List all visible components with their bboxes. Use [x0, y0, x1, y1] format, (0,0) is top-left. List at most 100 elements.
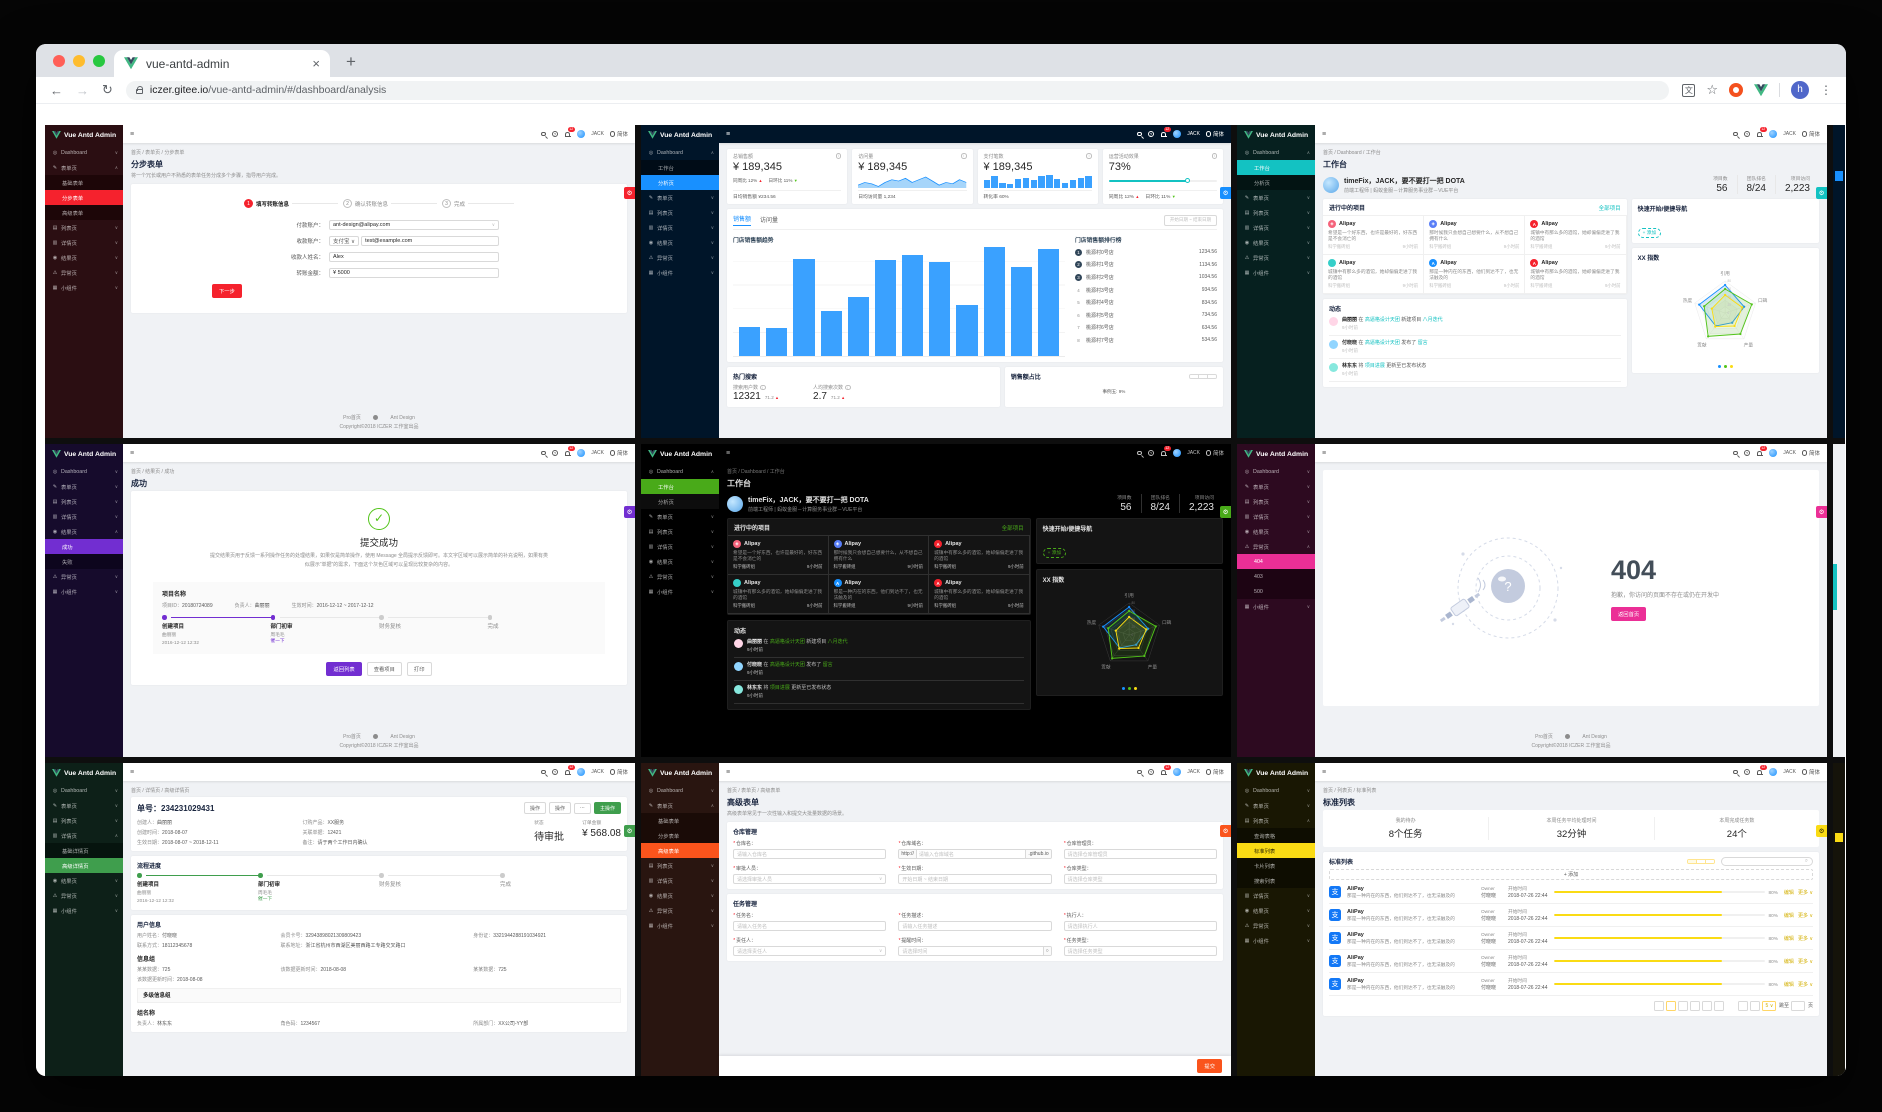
list-search-input[interactable]: ⌕: [1721, 857, 1813, 866]
all-projects-link[interactable]: 全部项目: [1598, 205, 1621, 212]
sidebar-item[interactable]: ▥ 详情页 ∨: [52, 513, 118, 521]
search-icon[interactable]: [1733, 131, 1738, 137]
sidebar-item[interactable]: 403: [1237, 569, 1315, 584]
sidebar-item[interactable]: ◉ 结果页 ∨: [52, 877, 118, 885]
sidebar-item[interactable]: ▤ 列表页 ∨: [1244, 209, 1310, 217]
page-button[interactable]: [1678, 1001, 1688, 1011]
search-icon[interactable]: [1137, 450, 1142, 456]
github-icon[interactable]: [1564, 733, 1571, 740]
sidebar-item[interactable]: ⚠ 异常页 ∨: [1244, 254, 1310, 262]
search-icon[interactable]: [1733, 450, 1738, 456]
bookmark-star-icon[interactable]: ☆: [1706, 82, 1718, 97]
sidebar-item[interactable]: ▦ 小组件 ∨: [1244, 937, 1310, 945]
sidebar-item[interactable]: ◎ Dashboard ∧: [648, 468, 714, 475]
sidebar-item[interactable]: ⚠ 异常页 ∨: [648, 254, 714, 262]
user-avatar[interactable]: [1769, 768, 1778, 776]
bell-icon[interactable]: 12: [1756, 765, 1767, 776]
user-avatar[interactable]: [577, 768, 586, 776]
edit-link[interactable]: 编辑: [1783, 912, 1794, 919]
sidebar-item[interactable]: ▥ 详情页 ∨: [52, 239, 118, 247]
info-icon[interactable]: i: [1086, 153, 1092, 159]
form-input[interactable]: 请选择审批人员 ∨: [733, 874, 887, 884]
traffic-lights[interactable]: [53, 55, 105, 67]
sidebar-item[interactable]: ◎ Dashboard ∨: [52, 149, 118, 156]
app-logo[interactable]: Vue Antd Admin: [1237, 444, 1315, 464]
breadcrumb[interactable]: 首页 / 表单页 / 分步表单: [131, 150, 185, 156]
help-icon[interactable]: ?: [1743, 449, 1751, 457]
next-step-button[interactable]: 下一步: [212, 284, 242, 298]
app-logo[interactable]: Vue Antd Admin: [641, 444, 719, 464]
theme-settings-button[interactable]: ⚙: [1816, 506, 1827, 518]
sidebar-item[interactable]: ▤ 列表页 ∨: [1244, 498, 1310, 506]
collapse-trigger-icon[interactable]: ≡: [1322, 130, 1327, 138]
bell-icon[interactable]: 12: [1756, 446, 1767, 457]
search-icon[interactable]: [541, 131, 546, 137]
form-input[interactable]: 请选择仓库类型: [1063, 874, 1217, 884]
sidebar-item[interactable]: ◉ 结果页 ∨: [1244, 528, 1310, 536]
bell-icon[interactable]: 12: [1160, 127, 1171, 138]
form-input[interactable]: ¥ 5000: [329, 268, 499, 278]
sidebar-item[interactable]: ◎ Dashboard ∧: [1244, 149, 1310, 156]
collapse-trigger-icon[interactable]: ≡: [130, 449, 135, 457]
zoom-window-button[interactable]: [93, 55, 105, 67]
sidebar-item[interactable]: ▤ 列表页 ∨: [52, 224, 118, 232]
help-icon[interactable]: ?: [551, 449, 559, 457]
help-icon[interactable]: ?: [551, 768, 559, 776]
help-icon[interactable]: ?: [1147, 130, 1155, 138]
breadcrumb[interactable]: 首页 / 列表页 / 标准列表: [1323, 788, 1377, 794]
search-icon[interactable]: [1137, 769, 1142, 775]
sidebar-item[interactable]: ▤ 列表页 ∨: [648, 862, 714, 870]
form-input[interactable]: 请选择仓库管理员: [1063, 849, 1217, 859]
language-switch[interactable]: 简体: [1801, 449, 1820, 457]
project-card[interactable]: ◈ Alipay 那时候我只会想自己想要什么，从不想自己拥有什么 科学搬砖组 9小时前: [828, 536, 930, 575]
menu-kebab-icon[interactable]: ⋮: [1820, 83, 1832, 97]
username[interactable]: JACK: [1783, 131, 1796, 137]
bell-icon[interactable]: 12: [564, 127, 575, 138]
sidebar-item[interactable]: ▦ 小组件 ∨: [52, 588, 118, 596]
user-avatar[interactable]: [577, 449, 586, 457]
theme-settings-button[interactable]: ⚙: [1816, 825, 1827, 837]
close-window-button[interactable]: [53, 55, 65, 67]
help-icon[interactable]: ?: [551, 130, 559, 138]
info-icon[interactable]: i: [1211, 153, 1217, 159]
page-button[interactable]: [1666, 1001, 1676, 1011]
sidebar-item[interactable]: ✎ 表单页 ∨: [648, 513, 714, 521]
github-icon[interactable]: [372, 414, 379, 421]
project-card[interactable]: A Alipay 那是一种内在的东西，他们到达不了，也无法触及的 科学搬砖组 9小时前: [1424, 255, 1526, 294]
sidebar-item[interactable]: 搜索列表: [1237, 873, 1315, 888]
theme-settings-button[interactable]: ⚙: [1220, 825, 1231, 837]
sidebar-item[interactable]: ▦ 小组件 ∨: [648, 588, 714, 596]
sidebar-item[interactable]: ▥ 详情页 ∨: [1244, 892, 1310, 900]
user-avatar[interactable]: [577, 130, 586, 138]
sidebar-item[interactable]: ◉ 结果页 ∨: [1244, 907, 1310, 915]
tab-close-icon[interactable]: ×: [312, 56, 320, 71]
sidebar-item[interactable]: ⚠ 异常页 ∧: [1244, 543, 1310, 551]
filter-button[interactable]: [1696, 860, 1705, 863]
bell-icon[interactable]: 12: [564, 765, 575, 776]
profile-avatar[interactable]: h: [1791, 81, 1809, 99]
form-input[interactable]: 请选择任务类型: [1063, 946, 1217, 956]
sidebar-item[interactable]: 分步表单: [45, 190, 123, 205]
form-input[interactable]: 请选择时间 ○: [898, 946, 1052, 956]
theme-settings-button[interactable]: ⚙: [1220, 506, 1231, 518]
theme-settings-button[interactable]: ⚙: [624, 187, 635, 199]
submit-button[interactable]: 提交: [1197, 1059, 1222, 1073]
theme-settings-button[interactable]: ⚙: [1220, 187, 1231, 199]
language-switch[interactable]: 简体: [1801, 130, 1820, 138]
project-card[interactable]: A Alipay 那是一种内在的东西，他们到达不了，也无法触及的 科学搬砖组 9小时前: [828, 575, 930, 614]
sidebar-item[interactable]: ⚠ 异常页 ∨: [648, 907, 714, 915]
username[interactable]: JACK: [1187, 450, 1200, 456]
sidebar-item[interactable]: ▤ 列表页 ∧: [1244, 817, 1310, 825]
sidebar-item[interactable]: ▦ 小组件 ∨: [1244, 603, 1310, 611]
app-logo[interactable]: Vue Antd Admin: [45, 125, 123, 145]
theme-settings-button[interactable]: ⚙: [624, 825, 635, 837]
language-switch[interactable]: 简体: [1205, 768, 1224, 776]
page-button[interactable]: [1726, 1001, 1736, 1011]
all-projects-link[interactable]: 全部项目: [1001, 525, 1024, 532]
sidebar-item[interactable]: ▦ 小组件 ∨: [648, 922, 714, 930]
user-avatar[interactable]: [1769, 130, 1778, 138]
select-addon[interactable]: 支付宝 ∨: [329, 236, 360, 246]
sidebar-item[interactable]: 高级表单: [45, 205, 123, 220]
sidebar-item[interactable]: ◎ Dashboard ∨: [1244, 468, 1310, 475]
hurry-link[interactable]: 催一下: [270, 638, 285, 644]
